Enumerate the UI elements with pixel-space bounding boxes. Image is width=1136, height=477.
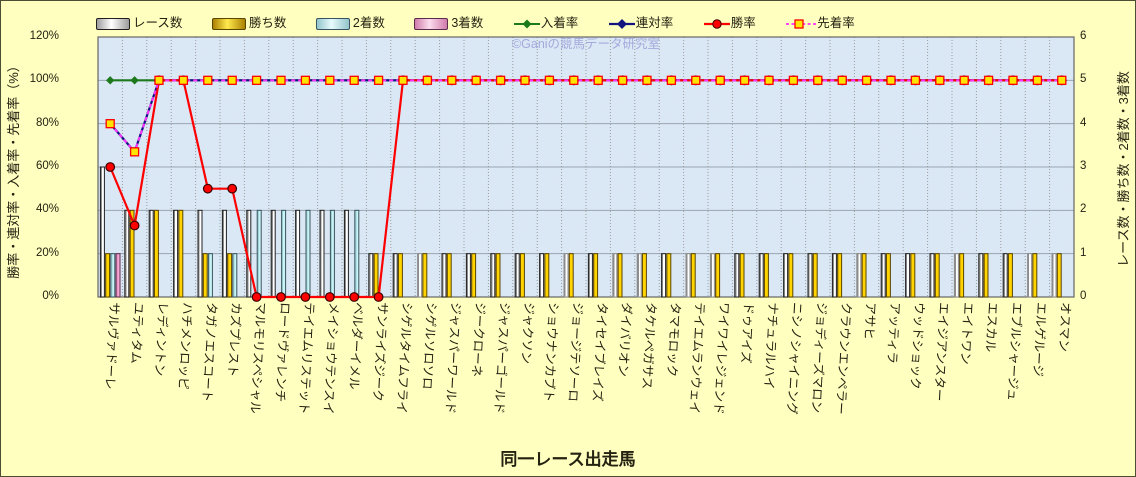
- svg-text:ウッドショック: ウッドショック: [908, 302, 927, 390]
- svg-text:ダイバリオン: ダイバリオン: [616, 302, 635, 377]
- svg-text:ジャスパーゴールド: ジャスパーゴールド: [492, 302, 513, 415]
- svg-text:エスカル: エスカル: [983, 302, 1000, 353]
- svg-text:メイショウテンスイ: メイショウテンスイ: [321, 302, 341, 415]
- svg-text:ジョディーズマロン: ジョディーズマロン: [809, 302, 830, 414]
- svg-text:テイエムランウェイ: テイエムランウェイ: [687, 302, 707, 414]
- svg-text:マルモリスペシャル: マルモリスペシャル: [248, 302, 268, 414]
- svg-text:ジョージテソーロ: ジョージテソーロ: [566, 302, 585, 402]
- svg-text:ジャクソン: ジャクソン: [519, 302, 536, 365]
- svg-text:ワイワイレジェンド: ワイワイレジェンド: [711, 302, 731, 415]
- svg-text:タケルペガサス: タケルペガサス: [639, 302, 658, 390]
- svg-text:ショウナンカブト: ショウナンカブト: [541, 302, 561, 403]
- svg-text:オスマン: オスマン: [1056, 302, 1073, 352]
- svg-text:ユティタム: ユティタム: [128, 302, 145, 364]
- svg-text:アサヒ: アサヒ: [862, 302, 878, 340]
- svg-text:サンライズジーク: サンライズジーク: [370, 302, 390, 402]
- svg-text:ハチメンロッピ: ハチメンロッピ: [176, 302, 195, 390]
- svg-text:クラウンエンペラー: クラウンエンペラー: [833, 302, 853, 415]
- svg-text:シゲルタイムフライ: シゲルタイムフライ: [394, 302, 414, 414]
- svg-text:サルヴァドーレ: サルヴァドーレ: [103, 302, 123, 390]
- svg-text:ベルダーイメル: ベルダーイメル: [347, 302, 367, 390]
- svg-text:ロードヴァレンチ: ロードヴァレンチ: [273, 302, 293, 403]
- svg-text:タガノエスコート: タガノエスコート: [200, 302, 219, 403]
- svg-text:シゲルソロソロ: シゲルソロソロ: [420, 302, 439, 390]
- svg-text:エイトワン: エイトワン: [958, 302, 975, 365]
- svg-text:アッティラ: アッティラ: [885, 302, 902, 364]
- svg-text:ジャスパーワールド: ジャスパーワールド: [443, 302, 463, 414]
- svg-text:テイエムリステット: テイエムリステット: [297, 302, 317, 415]
- svg-text:レディントン: レディントン: [152, 302, 171, 377]
- svg-text:エブルシャージュ: エブルシャージュ: [1005, 302, 1025, 402]
- svg-text:ナチュラルハイ: ナチュラルハイ: [761, 302, 780, 390]
- svg-text:カズプレスト: カズプレスト: [225, 302, 244, 378]
- svg-text:ニシノシャイニング: ニシノシャイニング: [785, 302, 805, 415]
- svg-text:エイジアンスター: エイジアンスター: [932, 302, 951, 402]
- svg-text:エルゲルージ: エルゲルージ: [1030, 302, 1048, 377]
- svg-text:タイセイブレイズ: タイセイブレイズ: [590, 302, 610, 402]
- svg-text:ドゥアイズ: ドゥアイズ: [738, 302, 756, 364]
- svg-text:タマモロック: タマモロック: [664, 302, 682, 378]
- svg-text:ジークローネ: ジークローネ: [469, 302, 487, 378]
